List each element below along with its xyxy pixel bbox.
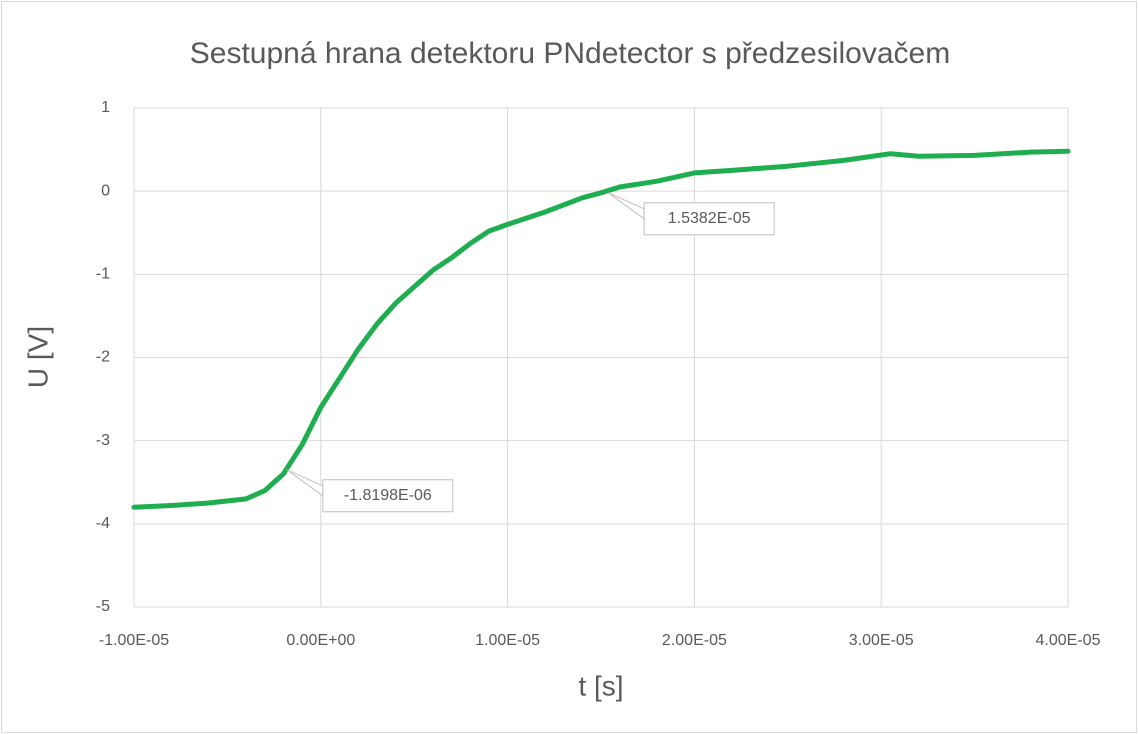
chart-title: Sestupná hrana detektoru PNdetector s př… xyxy=(190,37,950,70)
callout-box xyxy=(322,479,454,513)
x-tick-label: 4.00E-05 xyxy=(1036,632,1101,649)
x-tick-label: 3.00E-05 xyxy=(849,632,914,649)
x-tick-label: -1.00E-05 xyxy=(99,632,169,649)
x-tick-label: 2.00E-05 xyxy=(662,632,727,649)
y-tick-label: -1 xyxy=(96,266,110,283)
annotation-label: 1.5382E-05 xyxy=(668,210,751,227)
callout-box xyxy=(643,202,775,236)
annotation-label: -1.8198E-06 xyxy=(344,487,432,504)
y-tick-label: 1 xyxy=(101,99,110,116)
x-tick-label: 1.00E-05 xyxy=(475,632,540,649)
y-tick-label: 0 xyxy=(101,182,110,199)
y-axis-label: U [V] xyxy=(22,326,53,388)
y-tick-label: -2 xyxy=(96,349,110,366)
annotation: 1.5382E-05 xyxy=(607,192,775,236)
data-line xyxy=(131,148,1071,510)
annotation: -1.8198E-06 xyxy=(286,469,454,513)
x-axis-label: t [s] xyxy=(578,670,623,701)
y-tick-label: -3 xyxy=(96,432,110,449)
y-tick-label: -5 xyxy=(96,598,110,615)
y-tick-label: -4 xyxy=(96,515,110,532)
x-tick-label: 0.00E+00 xyxy=(286,632,355,649)
